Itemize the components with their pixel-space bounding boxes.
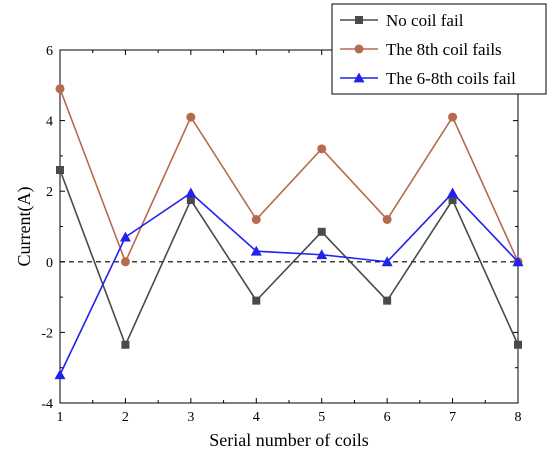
x-tick-label: 1 bbox=[57, 410, 64, 425]
x-tick-label: 6 bbox=[384, 410, 391, 425]
y-tick-label: 6 bbox=[46, 44, 53, 59]
series-1-point bbox=[317, 227, 326, 236]
series-3-point bbox=[447, 187, 459, 198]
legend-label-1: No coil fail bbox=[386, 11, 464, 30]
series-3-point bbox=[54, 369, 66, 380]
x-tick-label: 3 bbox=[187, 410, 194, 425]
x-tick-label: 7 bbox=[449, 410, 456, 425]
x-tick-label: 5 bbox=[318, 410, 325, 425]
series-1-point bbox=[121, 340, 130, 349]
legend-marker-3 bbox=[353, 72, 365, 83]
plot-frame bbox=[59, 49, 519, 404]
y-tick-label: -2 bbox=[41, 326, 53, 341]
series-3-point bbox=[316, 249, 328, 260]
x-tick-label: 4 bbox=[253, 410, 260, 425]
series-1-point bbox=[252, 296, 261, 305]
series-1-point bbox=[448, 196, 457, 205]
series-1-point bbox=[514, 340, 522, 349]
series-3-point bbox=[185, 187, 197, 198]
series-2-point bbox=[55, 84, 65, 94]
series-1-point bbox=[56, 166, 64, 175]
legend-marker-1 bbox=[355, 16, 363, 24]
y-axis-label: Current(A) bbox=[14, 187, 35, 267]
series-2-point bbox=[120, 257, 130, 267]
series-2-point bbox=[317, 144, 327, 154]
series-line-2 bbox=[59, 88, 519, 264]
x-tick-label: 8 bbox=[515, 410, 522, 425]
series-2-point bbox=[382, 214, 392, 224]
series-1-point bbox=[186, 196, 195, 205]
legend-label-2: The 8th coil fails bbox=[386, 40, 502, 59]
series-3-point bbox=[381, 256, 393, 267]
y-tick-label: 4 bbox=[46, 115, 53, 130]
y-tick-label: -4 bbox=[41, 397, 53, 412]
x-tick-label: 2 bbox=[122, 410, 129, 425]
y-tick-label: 2 bbox=[46, 185, 53, 200]
x-axis-label: Serial number of coils bbox=[209, 430, 368, 450]
series-line-1 bbox=[59, 169, 519, 347]
series-line-3 bbox=[59, 191, 519, 376]
legend-label-3: The 6-8th coils fail bbox=[386, 69, 516, 88]
series-1-point bbox=[383, 296, 392, 305]
series-3-point bbox=[512, 256, 524, 267]
series-2-point bbox=[448, 112, 458, 122]
y-tick-label: 0 bbox=[46, 256, 53, 271]
series-2-point bbox=[251, 214, 261, 224]
series-3-point bbox=[119, 231, 131, 242]
series-3-point bbox=[250, 245, 262, 256]
series-2-point bbox=[186, 112, 196, 122]
legend-marker-2 bbox=[354, 44, 364, 54]
